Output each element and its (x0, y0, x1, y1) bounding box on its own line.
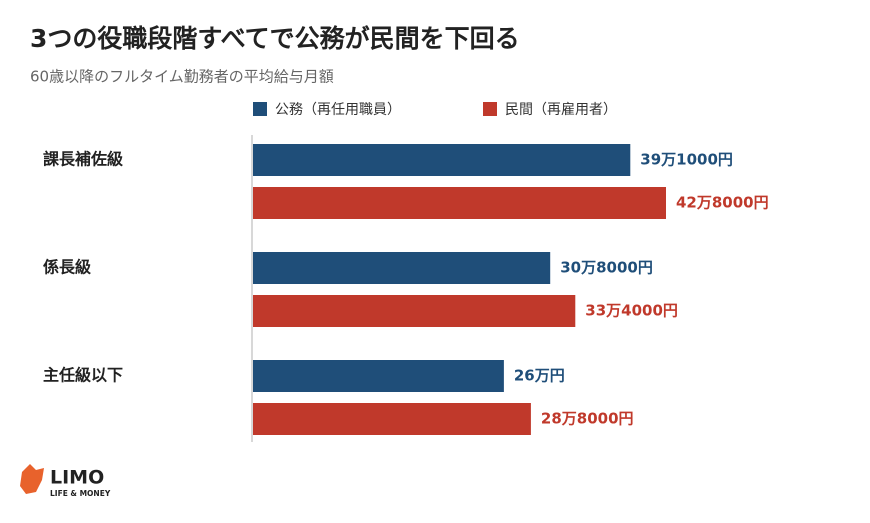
legend-swatch (483, 102, 497, 116)
value-label: 30万8000円 (560, 259, 653, 277)
value-label: 42万8000円 (676, 194, 769, 212)
bar (253, 187, 666, 219)
logo-icon (20, 464, 44, 494)
value-label: 28万8000円 (541, 410, 634, 428)
value-label: 39万1000円 (640, 151, 733, 169)
logo: LIMO LIFE & MONEY (20, 464, 111, 498)
chart-title: 3つの役職段階すべてで公務が民間を下回る (30, 24, 520, 53)
bar (253, 144, 631, 176)
logo-tagline: LIFE & MONEY (50, 489, 111, 498)
value-label: 33万4000円 (585, 302, 678, 320)
logo-name: LIMO (50, 467, 104, 489)
bar (253, 252, 551, 284)
category-label: 主任級以下 (43, 366, 123, 385)
category-label: 係長級 (43, 258, 91, 277)
chart-subtitle: 60歳以降のフルタイム勤務者の平均給与月額 (30, 68, 334, 86)
bar (253, 360, 504, 392)
legend-swatch (253, 102, 267, 116)
bar (253, 295, 576, 327)
bar (253, 403, 531, 435)
value-label: 26万円 (514, 367, 565, 385)
legend-label: 民間（再雇用者） (505, 101, 617, 118)
category-label: 課長補佐級 (43, 150, 123, 169)
legend-label: 公務（再任用職員） (275, 102, 401, 118)
